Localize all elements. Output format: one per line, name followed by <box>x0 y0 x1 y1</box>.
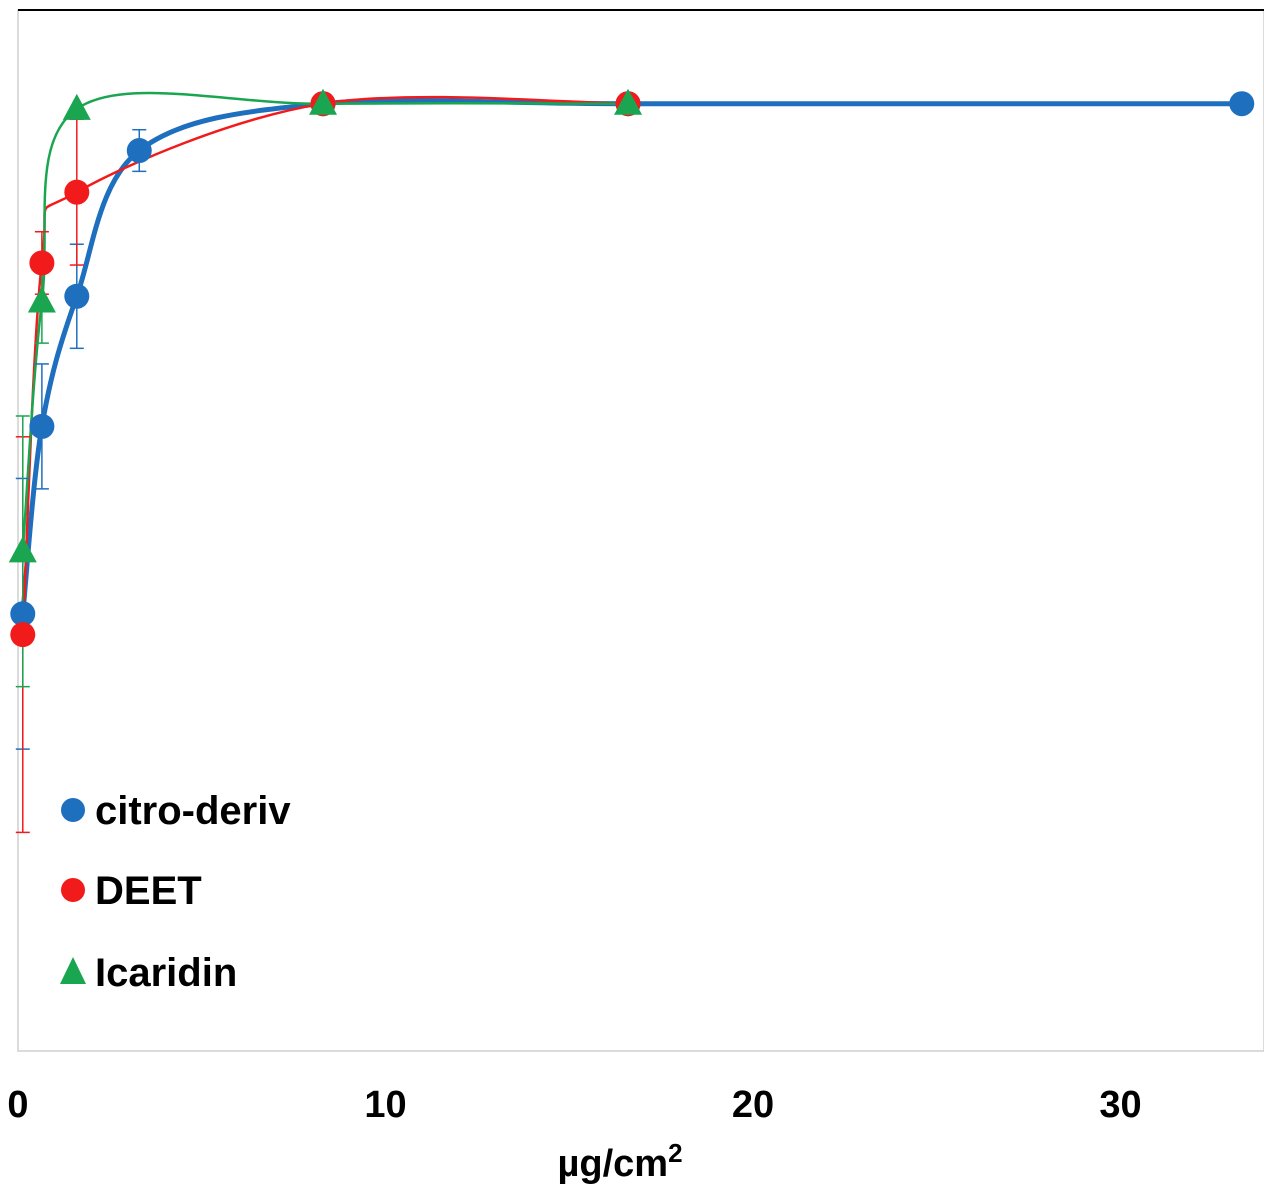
legend-label-deet: DEET <box>95 869 202 913</box>
x-tick-label: 20 <box>732 1084 774 1126</box>
legend-item-deet: DEET <box>61 869 202 913</box>
deet-point <box>29 250 55 276</box>
x-tick-label: 30 <box>1099 1084 1141 1126</box>
x-axis-label: µg/cm2 <box>557 1138 682 1185</box>
data-points <box>8 88 1255 648</box>
citro-deriv-point <box>126 138 152 164</box>
legend-item-citro-deriv: citro-deriv <box>61 789 291 833</box>
citro-deriv-point <box>29 413 55 439</box>
x-axis-ticks: 0 10 20 30 <box>7 1084 1141 1126</box>
legend-marker-deet <box>61 878 85 902</box>
icaridin-point <box>614 88 643 115</box>
legend-label-citro-deriv: citro-deriv <box>95 789 291 833</box>
x-tick-label: 10 <box>364 1084 406 1126</box>
deet-point <box>10 622 36 648</box>
icaridin-point <box>309 88 338 115</box>
plot-frame <box>17 9 1264 1052</box>
icaridin-fit-line <box>21 91 629 552</box>
icaridin-point <box>27 286 56 313</box>
icaridin-point <box>62 93 91 120</box>
deet-point <box>64 179 90 205</box>
legend-marker-icaridin <box>60 957 86 984</box>
legend-item-icaridin: Icaridin <box>60 951 237 995</box>
citro-deriv-fit-line <box>20 97 1242 615</box>
legend-marker-citro-deriv <box>61 798 85 822</box>
citro-deriv-point <box>64 283 90 309</box>
citro-deriv-point <box>10 601 36 627</box>
legend: citro-deriv DEET Icaridin <box>60 789 291 995</box>
x-axis-label-superscript: 2 <box>668 1138 682 1168</box>
legend-label-icaridin: Icaridin <box>95 951 237 995</box>
icaridin-point <box>8 536 37 563</box>
citro-deriv-point <box>1229 91 1255 117</box>
x-tick-label: 0 <box>7 1084 28 1126</box>
